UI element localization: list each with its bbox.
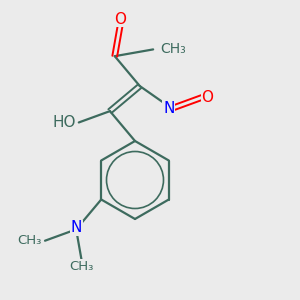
Text: CH₃: CH₃	[70, 260, 94, 273]
Text: N: N	[163, 101, 174, 116]
Text: O: O	[115, 11, 127, 26]
Text: CH₃: CH₃	[160, 42, 186, 56]
Text: O: O	[201, 90, 213, 105]
Text: HO: HO	[52, 115, 76, 130]
Text: N: N	[70, 220, 82, 236]
Text: CH₃: CH₃	[18, 234, 42, 247]
